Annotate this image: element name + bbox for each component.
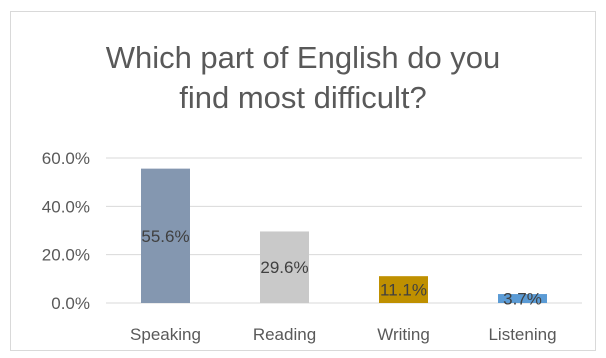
category-label-writing: Writing [377,325,430,344]
chart-title-line-2: find most difficult? [179,80,427,115]
y-tick-label-0: 0.0% [51,294,90,313]
y-tick-label-2: 40.0% [42,197,90,216]
data-label-speaking: 55.6% [141,227,189,246]
data-label-reading: 29.6% [260,258,308,277]
data-label-listening: 3.7% [503,290,542,309]
y-tick-label-1: 20.0% [42,246,90,265]
category-label-listening: Listening [488,325,556,344]
chart-title: Which part of English do you find most d… [10,38,596,118]
data-label-writing: 11.1% [380,281,427,300]
bar-speaking [141,168,190,303]
category-label-reading: Reading [253,325,316,344]
chart-title-line-1: Which part of English do you [105,40,501,75]
bar-reading [260,231,309,303]
bar-writing [379,276,428,303]
category-label-speaking: Speaking [130,325,201,344]
y-tick-label-3: 60.0% [42,149,90,168]
bar-listening [498,294,547,303]
